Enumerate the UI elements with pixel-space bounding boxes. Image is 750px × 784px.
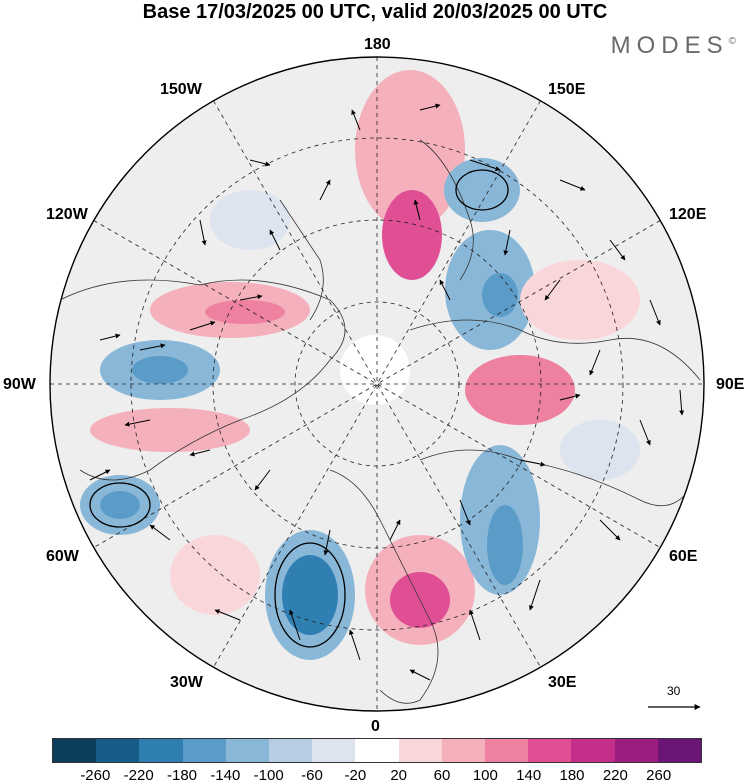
lon-label-60w: 60W bbox=[46, 548, 79, 565]
colorbar-swatch bbox=[657, 739, 702, 762]
colorbar-tick-label: -20 bbox=[344, 767, 367, 784]
colorbar bbox=[52, 738, 702, 763]
colorbar-swatch bbox=[139, 739, 183, 762]
colorbar-swatch bbox=[398, 739, 442, 762]
colorbar-swatch bbox=[614, 739, 658, 762]
colorbar-swatch bbox=[485, 739, 529, 762]
colorbar-tick-label: 220 bbox=[602, 767, 628, 784]
colorbar-swatch bbox=[355, 739, 399, 762]
colorbar-tick-label: -260 bbox=[80, 767, 111, 784]
colorbar-swatch bbox=[182, 739, 226, 762]
cyclone-contour-atlantic bbox=[274, 542, 346, 648]
colorbar-tick-label: -140 bbox=[210, 767, 241, 784]
coastlines bbox=[59, 139, 701, 704]
colorbar-swatch bbox=[269, 739, 313, 762]
graticule bbox=[50, 57, 704, 711]
lon-label-30e: 30E bbox=[548, 674, 577, 691]
lon-label-90e: 90E bbox=[716, 376, 745, 393]
colorbar-tick-label: -100 bbox=[253, 767, 284, 784]
lon-label-30w: 30W bbox=[170, 674, 203, 691]
colorbar-tick-label: 60 bbox=[433, 767, 451, 784]
colorbar-tick-label: 180 bbox=[559, 767, 585, 784]
lon-label-0: 0 bbox=[371, 718, 380, 735]
colorbar-tick-label: -220 bbox=[123, 767, 154, 784]
cyclone-contour-west-atlantic bbox=[89, 482, 151, 528]
wind-vectors bbox=[89, 103, 685, 681]
lon-label-60e: 60E bbox=[669, 548, 698, 565]
colorbar-swatch bbox=[96, 739, 140, 762]
colorbar-swatch bbox=[571, 739, 615, 762]
blue-anomaly-bering bbox=[444, 158, 520, 222]
pink-anomaly-pacific bbox=[355, 70, 465, 230]
map-title: Base 17/03/2025 00 UTC, valid 20/03/2025… bbox=[142, 1, 608, 23]
colorbar-tick-label: -180 bbox=[166, 767, 198, 784]
pink-anomaly-pacific-core bbox=[382, 190, 442, 280]
colorbar-swatch bbox=[225, 739, 270, 762]
colorbar-tick-label: 20 bbox=[390, 767, 407, 784]
lon-label-120w: 120W bbox=[46, 206, 88, 223]
colorbar-swatch bbox=[441, 739, 486, 762]
lon-label-150w: 150W bbox=[160, 81, 202, 98]
lon-label-150e: 150E bbox=[548, 81, 586, 98]
wind-scale-value: 30 bbox=[667, 684, 681, 698]
map-border bbox=[49, 56, 705, 712]
colorbar-swatch bbox=[528, 739, 572, 762]
lon-label-120e: 120E bbox=[669, 206, 707, 223]
cyclone-contour-bering bbox=[455, 169, 509, 211]
colorbar-swatch bbox=[53, 739, 97, 762]
colorbar-tick-label: 260 bbox=[646, 767, 672, 784]
colorbar-tick-label: 100 bbox=[472, 767, 498, 784]
pink-anomaly-siberia bbox=[465, 355, 575, 425]
modes-logo: MODES© bbox=[610, 32, 736, 59]
colorbar-tick-label: 140 bbox=[516, 767, 542, 784]
anomaly-field bbox=[80, 70, 640, 660]
colorbar-tick-label: -60 bbox=[301, 767, 323, 784]
map-disc bbox=[50, 57, 704, 711]
lon-label-90w: 90W bbox=[3, 376, 36, 393]
colorbar-swatch bbox=[312, 739, 356, 762]
lon-label-180: 180 bbox=[364, 36, 391, 53]
